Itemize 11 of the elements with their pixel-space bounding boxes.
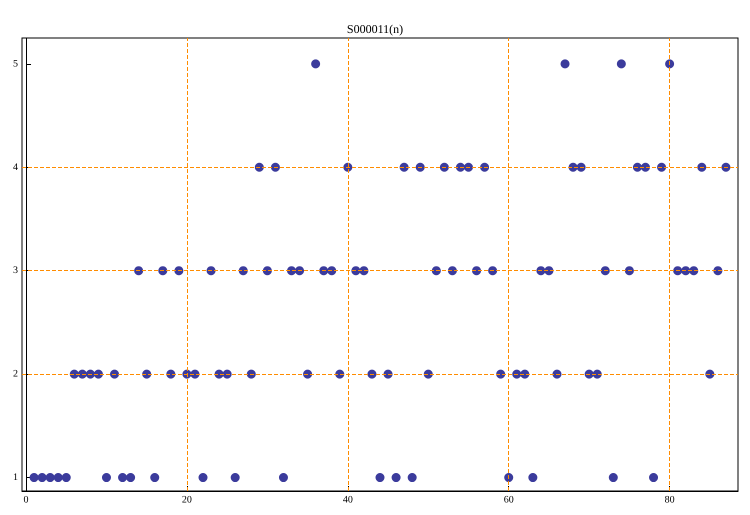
x-tick-label: 80 bbox=[664, 494, 675, 506]
y-tick-label: 4 bbox=[13, 162, 18, 173]
y-tick-label: 3 bbox=[13, 265, 18, 276]
y-tick-label: 5 bbox=[13, 58, 18, 70]
x-tick-label: 0 bbox=[24, 494, 29, 506]
x-tick-label: 60 bbox=[504, 494, 514, 506]
x-tick-label: 20 bbox=[182, 494, 192, 506]
y-tick-label: 1 bbox=[13, 472, 18, 484]
y-tick-label: 2 bbox=[13, 368, 18, 380]
x-tick-label: 40 bbox=[342, 494, 353, 506]
chart-title: S000011(n) bbox=[346, 22, 404, 36]
